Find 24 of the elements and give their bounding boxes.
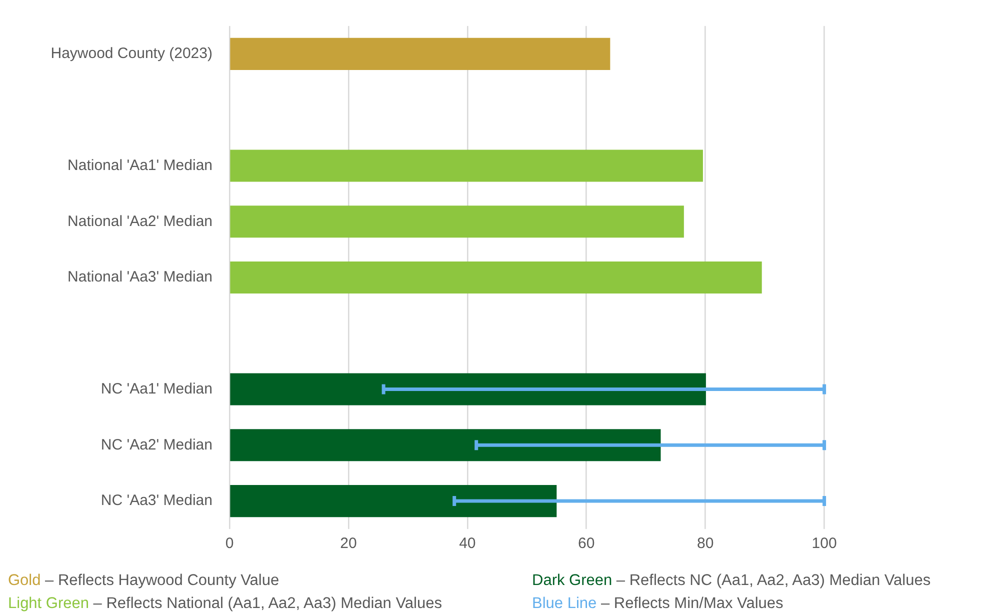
bar — [230, 150, 703, 182]
bar — [230, 373, 706, 406]
bar — [230, 429, 661, 462]
bar — [230, 38, 610, 70]
y-tick-label: National 'Aa2' Median — [68, 212, 212, 230]
y-tick-label: National 'Aa3' Median — [68, 268, 212, 286]
y-tick-label: National 'Aa1' Median — [68, 156, 212, 174]
bar — [230, 261, 762, 294]
y-tick-label: NC 'Aa2' Median — [100, 436, 212, 454]
text: Dark Green – Reflects NC (Aa1, Aa2, Aa3) Median Values — [532, 571, 931, 591]
x-tick-label: 20 — [340, 535, 357, 552]
text: Gold – Reflects Haywood County Value — [8, 571, 280, 591]
y-tick-label: NC 'Aa1' Median — [100, 380, 212, 398]
y-tick-label: Haywood County (2023) — [50, 45, 212, 62]
x-tick-label: 60 — [578, 535, 595, 552]
x-tick-label: 40 — [459, 535, 476, 552]
x-tick-label: 100 — [812, 535, 837, 552]
y-tick-label: NC 'Aa3' Median — [100, 492, 212, 510]
x-tick-label: 80 — [696, 535, 714, 552]
x-tick-label: 0 — [225, 535, 234, 552]
bar — [230, 206, 684, 238]
bar — [230, 485, 557, 518]
text: Light Green – Reflects National (Aa1, Aa2, Aa3) Median Values — [8, 594, 443, 614]
text: Blue Line – Reflects Min/Max Values — [532, 594, 784, 614]
